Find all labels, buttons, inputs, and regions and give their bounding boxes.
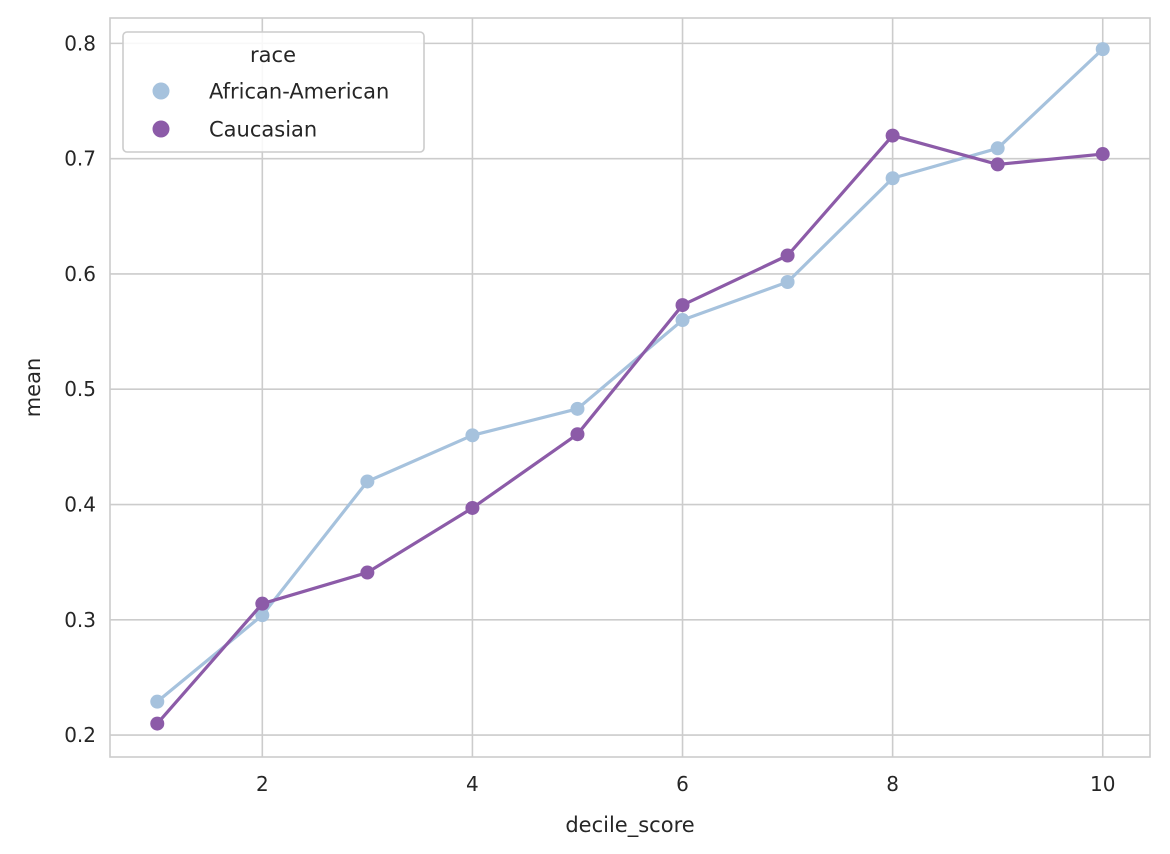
x-tick-label: 4 bbox=[466, 772, 479, 796]
data-point bbox=[675, 298, 690, 313]
data-point bbox=[255, 596, 270, 611]
data-point bbox=[990, 141, 1005, 156]
data-point bbox=[465, 500, 480, 515]
legend-label: Caucasian bbox=[209, 118, 317, 142]
data-point bbox=[885, 171, 900, 186]
data-point bbox=[780, 248, 795, 263]
data-point bbox=[780, 275, 795, 290]
series-line bbox=[156, 47, 1104, 703]
y-tick-label: 0.2 bbox=[64, 723, 96, 747]
x-axis-label: decile_score bbox=[565, 813, 694, 838]
legend-item: African-American bbox=[152, 80, 389, 104]
series-line bbox=[156, 133, 1103, 725]
axis-ticks: 2 4 6 8 10 0.2 0.3 0.4 0.5 0.6 0.7 0.8 bbox=[64, 31, 1115, 796]
data-point bbox=[1095, 147, 1110, 162]
data-point bbox=[360, 565, 375, 580]
data-point bbox=[885, 128, 900, 143]
x-tick-label: 2 bbox=[256, 772, 269, 796]
data-point bbox=[360, 474, 375, 489]
series-0 bbox=[150, 42, 1110, 709]
y-tick-label: 0.8 bbox=[64, 31, 96, 55]
plot-frame bbox=[109, 17, 1151, 758]
x-tick-label: 8 bbox=[886, 772, 899, 796]
y-tick-label: 0.3 bbox=[64, 608, 96, 632]
legend-marker bbox=[152, 82, 170, 100]
data-point bbox=[990, 157, 1005, 172]
data-point bbox=[570, 401, 585, 416]
data-point bbox=[465, 428, 480, 443]
y-tick-label: 0.4 bbox=[64, 493, 96, 517]
data-point bbox=[675, 313, 690, 328]
x-tick-label: 10 bbox=[1090, 772, 1115, 796]
legend: race African-American Caucasian bbox=[122, 31, 425, 153]
y-tick-label: 0.5 bbox=[64, 377, 96, 401]
legend-label: African-American bbox=[209, 80, 389, 104]
legend-title: race bbox=[250, 43, 296, 67]
y-tick-label: 0.7 bbox=[64, 147, 96, 171]
legend-marker bbox=[152, 120, 170, 138]
x-tick-label: 6 bbox=[676, 772, 689, 796]
data-point bbox=[150, 694, 165, 709]
legend-items: African-American Caucasian bbox=[152, 80, 389, 142]
data-point bbox=[570, 427, 585, 442]
series-layer bbox=[150, 42, 1110, 731]
y-axis-label: mean bbox=[21, 358, 45, 418]
data-point bbox=[150, 716, 165, 731]
data-point bbox=[255, 608, 270, 623]
legend-item: Caucasian bbox=[152, 118, 317, 142]
legend-box bbox=[122, 31, 425, 153]
data-point bbox=[1095, 42, 1110, 57]
y-tick-label: 0.6 bbox=[64, 262, 96, 286]
series-1 bbox=[150, 128, 1110, 731]
